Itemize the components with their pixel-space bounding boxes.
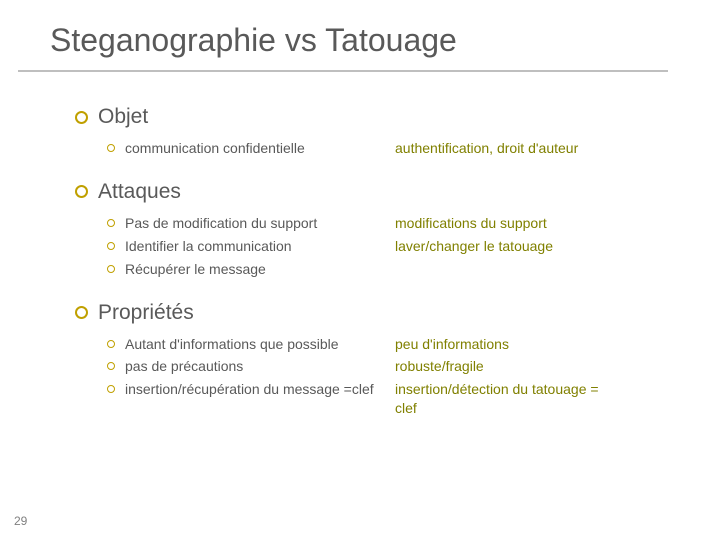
bullet-icon bbox=[75, 306, 88, 319]
slide-title: Steganographie vs Tatouage bbox=[50, 22, 457, 59]
bullet-icon bbox=[75, 111, 88, 124]
page-number: 29 bbox=[14, 514, 27, 528]
section-items: Autant d'informations que possible peu d… bbox=[107, 335, 675, 419]
section-items: communication confidentielle authentific… bbox=[107, 139, 675, 158]
list-item: pas de précautions robuste/fragile bbox=[107, 357, 675, 376]
item-right: insertion/détection du tatouage = clef bbox=[395, 380, 615, 418]
item-right: laver/changer le tatouage bbox=[395, 237, 615, 256]
item-left: pas de précautions bbox=[125, 357, 395, 376]
item-left: Identifier la communication bbox=[125, 237, 395, 256]
title-underline bbox=[18, 70, 668, 72]
item-left: communication confidentielle bbox=[125, 139, 395, 158]
sub-bullet-icon bbox=[107, 340, 115, 348]
item-right: peu d'informations bbox=[395, 335, 615, 354]
section-title: Attaques bbox=[98, 180, 181, 204]
list-item: communication confidentielle authentific… bbox=[107, 139, 675, 158]
list-item: Récupérer le message bbox=[107, 260, 675, 279]
sub-bullet-icon bbox=[107, 144, 115, 152]
bullet-icon bbox=[75, 185, 88, 198]
item-left: Récupérer le message bbox=[125, 260, 395, 279]
item-right: authentification, droit d'auteur bbox=[395, 139, 615, 158]
item-right: robuste/fragile bbox=[395, 357, 615, 376]
list-item: insertion/récupération du message =clef … bbox=[107, 380, 675, 418]
section-proprietes: Propriétés Autant d'informations que pos… bbox=[75, 301, 675, 419]
section-head: Propriétés bbox=[75, 301, 675, 325]
sub-bullet-icon bbox=[107, 219, 115, 227]
sub-bullet-icon bbox=[107, 242, 115, 250]
slide: Steganographie vs Tatouage Objet communi… bbox=[0, 0, 720, 540]
section-head: Attaques bbox=[75, 180, 675, 204]
section-title: Propriétés bbox=[98, 301, 194, 325]
list-item: Identifier la communication laver/change… bbox=[107, 237, 675, 256]
sub-bullet-icon bbox=[107, 362, 115, 370]
section-title: Objet bbox=[98, 105, 148, 129]
section-items: Pas de modification du support modificat… bbox=[107, 214, 675, 279]
section-objet: Objet communication confidentielle authe… bbox=[75, 105, 675, 158]
item-right: modifications du support bbox=[395, 214, 615, 233]
sub-bullet-icon bbox=[107, 265, 115, 273]
item-left: insertion/récupération du message =clef bbox=[125, 380, 395, 399]
sub-bullet-icon bbox=[107, 385, 115, 393]
content-area: Objet communication confidentielle authe… bbox=[75, 105, 675, 440]
list-item: Autant d'informations que possible peu d… bbox=[107, 335, 675, 354]
list-item: Pas de modification du support modificat… bbox=[107, 214, 675, 233]
section-attaques: Attaques Pas de modification du support … bbox=[75, 180, 675, 279]
section-head: Objet bbox=[75, 105, 675, 129]
item-left: Autant d'informations que possible bbox=[125, 335, 395, 354]
item-left: Pas de modification du support bbox=[125, 214, 395, 233]
